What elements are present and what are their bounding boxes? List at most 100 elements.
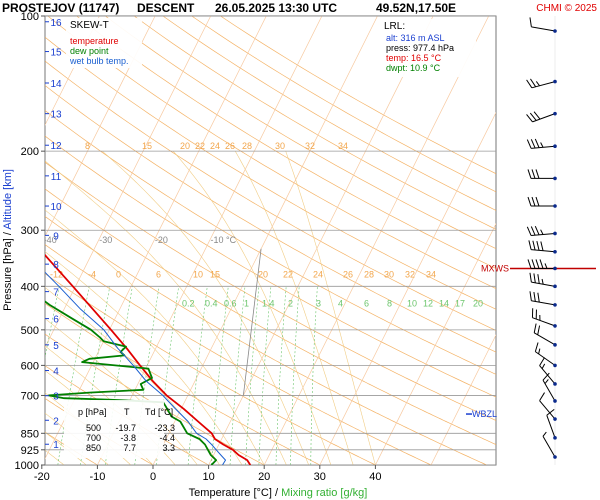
barb-half xyxy=(544,263,548,269)
lrl-title: LRL: xyxy=(384,21,405,32)
plot-area xyxy=(44,15,497,466)
lrl-box xyxy=(382,19,476,77)
barb-dot xyxy=(553,363,557,368)
theta-label: 24 xyxy=(313,270,323,280)
table-row-t: 7.7 xyxy=(123,443,136,453)
barb-half xyxy=(538,348,541,355)
barb-staff xyxy=(542,436,556,458)
header-copyright: CHMI © 2025 xyxy=(536,3,597,14)
pressure-tick-label: 100 xyxy=(21,11,39,23)
legend-temperature: temperature xyxy=(70,36,119,46)
barb-half xyxy=(540,229,544,235)
isotherm xyxy=(45,16,267,460)
mxws-label: MXWS xyxy=(481,263,509,273)
wind-barb xyxy=(528,240,557,254)
barb-dot xyxy=(553,249,557,254)
isotherm-label: -20 xyxy=(155,235,168,245)
legend-dew-point: dew point xyxy=(70,46,109,56)
theta-label: 24 xyxy=(210,141,220,151)
barb-dot xyxy=(553,204,557,208)
moist-adiabat xyxy=(45,431,87,465)
altitude-tick-label: 9 xyxy=(53,231,59,242)
wind-barb xyxy=(531,308,557,328)
mixing-ratio-label: 8 xyxy=(387,298,392,308)
table-row-td: -4.4 xyxy=(159,433,175,443)
mixing-ratio-label: 0.4 xyxy=(205,298,218,308)
mixing-ratio-label: 3 xyxy=(316,298,321,308)
dry-adiabat xyxy=(45,85,496,353)
y-axis-title-altitude: Altitude [km] xyxy=(2,169,14,230)
table-row-td: 3.3 xyxy=(162,443,175,453)
barb-full xyxy=(536,241,540,251)
barb-half xyxy=(544,379,549,384)
barb-dot xyxy=(553,455,557,459)
barb-full xyxy=(532,240,536,251)
pressure-tick-label: 1000 xyxy=(15,460,39,472)
barb-dot xyxy=(553,417,557,421)
dry-adiabat xyxy=(47,16,496,289)
legend-box xyxy=(66,18,142,68)
barb-dot xyxy=(553,79,557,84)
barb-full xyxy=(529,17,532,27)
barb-dot xyxy=(553,144,557,149)
dry-adiabat xyxy=(133,16,496,230)
altitude-tick-label: 15 xyxy=(50,48,62,59)
wind-barb xyxy=(527,169,557,181)
isotherm xyxy=(45,16,212,349)
theta-label: 30 xyxy=(384,270,394,280)
dry-adiabat xyxy=(45,161,496,421)
isotherm xyxy=(45,16,156,237)
barb-full xyxy=(533,291,536,302)
dry-adiabat xyxy=(45,135,496,398)
isotherm-label: -40 xyxy=(44,235,57,245)
wind-barb xyxy=(526,225,557,237)
table-row-p: 700 xyxy=(86,433,101,443)
wind-barb xyxy=(533,323,557,347)
barb-dot xyxy=(553,29,557,33)
header-datetime: 26.05.2025 13:30 UTC xyxy=(215,1,337,15)
altitude-tick-label: 13 xyxy=(50,110,62,121)
barb-dot xyxy=(553,176,557,181)
wind-barb xyxy=(526,78,557,89)
wind-barb xyxy=(542,372,557,403)
barb-full xyxy=(529,291,532,301)
theta-label: 32 xyxy=(405,270,415,280)
mixing-ratio-label: 10 xyxy=(407,298,417,308)
lrl-alt: alt: 316 m ASL xyxy=(386,33,445,43)
barb-full xyxy=(529,272,532,283)
barb-full xyxy=(526,79,533,89)
barb-dot xyxy=(553,436,557,440)
theta-label: 15 xyxy=(142,141,152,151)
theta-label: 22 xyxy=(283,270,293,280)
table-header-td: Td [°C] xyxy=(145,407,173,417)
table-header-p: p [hPa] xyxy=(78,407,107,417)
barb-full xyxy=(537,325,541,335)
pressure-tick-label: 500 xyxy=(21,325,39,337)
wind-barb xyxy=(529,272,557,289)
barb-staff xyxy=(531,26,556,32)
series-line-wet-bulb-temp xyxy=(45,271,226,465)
theta-label: 26 xyxy=(343,270,353,280)
barb-full xyxy=(531,196,536,207)
theta-label: 22 xyxy=(195,141,205,151)
series-layer xyxy=(45,248,262,465)
table-row-td: -23.3 xyxy=(154,423,175,433)
table-header-t: T xyxy=(124,407,130,417)
level-table-box xyxy=(64,400,164,458)
barb-full xyxy=(527,196,532,207)
barb-dot xyxy=(553,284,557,289)
legend-title: SKEW-T xyxy=(70,20,109,31)
theta-label: -12 xyxy=(50,270,63,280)
barb-dot xyxy=(553,399,557,403)
isotherm xyxy=(45,16,100,126)
series-line-dew-point xyxy=(45,300,217,465)
wind-barb xyxy=(526,138,557,149)
theta-label: 15 xyxy=(210,270,220,280)
barb-dot xyxy=(553,231,557,236)
legend-wet-bulb: wet bulb temp. xyxy=(69,56,129,66)
wind-barb xyxy=(529,17,557,33)
theta-label: -4 xyxy=(88,270,96,280)
theta-label: 34 xyxy=(338,141,348,151)
